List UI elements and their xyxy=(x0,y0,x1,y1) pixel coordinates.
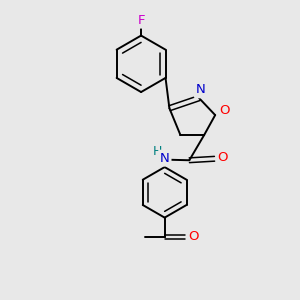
Text: N: N xyxy=(160,152,169,165)
Text: O: O xyxy=(218,151,228,164)
Text: O: O xyxy=(188,230,199,243)
Text: O: O xyxy=(219,104,230,117)
Text: N: N xyxy=(196,83,206,96)
Text: F: F xyxy=(137,14,145,27)
Text: H: H xyxy=(153,145,163,158)
